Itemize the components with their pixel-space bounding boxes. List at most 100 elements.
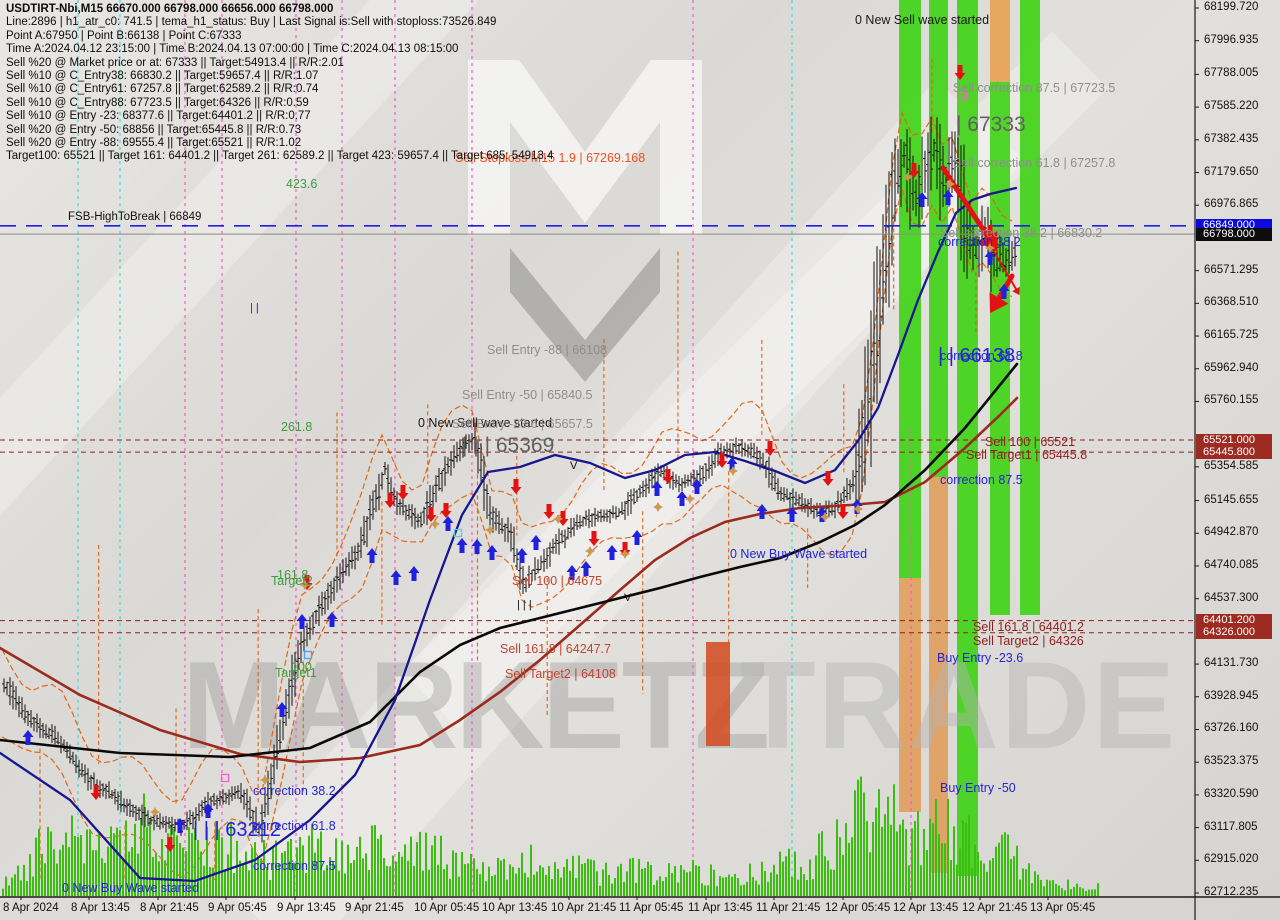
sell-arrow-icon xyxy=(90,785,102,800)
buy-arrow-icon xyxy=(530,535,542,550)
time-tick-label: 8 Apr 2024 xyxy=(3,902,59,914)
stripe-zone-green xyxy=(990,82,1010,615)
time-tick-label: 9 Apr 21:45 xyxy=(345,902,404,914)
watermark-text-right: TRADE xyxy=(740,637,1177,775)
buy-arrow-icon xyxy=(580,561,592,576)
time-tick-label: 12 Apr 21:45 xyxy=(962,902,1028,914)
stripe-zone-green xyxy=(1020,0,1040,615)
buy-arrow-icon xyxy=(296,614,308,629)
sell-arrow-icon xyxy=(164,837,176,852)
price-tick-label: 63320.590 xyxy=(1204,787,1259,800)
price-axis[interactable]: 68199.720 67996.935 67788.005 67585.220 6738… xyxy=(1196,0,1280,898)
time-tick-label: 8 Apr 21:45 xyxy=(140,902,199,914)
star-icon xyxy=(260,775,270,785)
star-icon xyxy=(728,466,738,476)
sell-arrow-icon xyxy=(397,485,409,500)
price-tick-label: 67382.435 xyxy=(1204,132,1259,145)
price-tick-label: 64537.300 xyxy=(1204,591,1259,604)
buy-arrow-icon xyxy=(276,702,288,717)
buy-arrow-icon xyxy=(786,507,798,522)
buy-arrow-icon xyxy=(366,548,378,563)
time-tick-label: 11 Apr 13:45 xyxy=(688,902,753,914)
logo-m-icon xyxy=(468,60,702,235)
envelope-line-lower xyxy=(1,186,1013,879)
sell-arrow-icon xyxy=(588,531,600,546)
buy-arrow-icon xyxy=(390,570,402,585)
buy-arrow-icon xyxy=(326,612,338,627)
buy-arrow-icon xyxy=(516,548,528,563)
buy-arrow-icon xyxy=(456,538,468,553)
time-tick-label: 10 Apr 13:45 xyxy=(482,902,548,914)
bg-streak xyxy=(401,31,1109,729)
star-icon xyxy=(820,512,830,522)
price-tick-label: 67996.935 xyxy=(1204,33,1259,46)
time-tick-label: 10 Apr 21:45 xyxy=(551,902,617,914)
sell-arrow-icon xyxy=(662,469,674,484)
stripe-zone-green xyxy=(957,0,978,876)
sell-arrow-icon xyxy=(557,511,569,526)
price-badge: 66798.000 xyxy=(1196,227,1272,241)
star-icon xyxy=(585,546,595,556)
star-icon xyxy=(485,525,495,535)
price-tick-label: 64942.870 xyxy=(1204,526,1259,539)
price-badge: 64326.000 xyxy=(1196,626,1272,640)
sell-arrow-icon xyxy=(908,163,920,178)
star-icon xyxy=(620,549,630,559)
ma-line-maroon xyxy=(0,396,1019,764)
buy-arrow-icon xyxy=(676,491,688,506)
buy-arrow-icon xyxy=(916,192,928,207)
star-icon xyxy=(853,504,863,514)
stripe-zone-green xyxy=(929,0,948,477)
stripe-zone-orange xyxy=(990,0,1010,82)
buy-arrow-icon xyxy=(471,539,483,554)
sell-arrow-icon xyxy=(764,441,776,456)
price-tick-label: 63726.160 xyxy=(1204,722,1259,735)
time-tick-label: 8 Apr 13:45 xyxy=(71,902,130,914)
sell-arrow-icon xyxy=(543,504,555,519)
buy-arrow-icon xyxy=(726,457,738,472)
price-tick-label: 63928.945 xyxy=(1204,689,1259,702)
time-tick-label: 12 Apr 05:45 xyxy=(825,902,891,914)
price-tick-label: 67179.650 xyxy=(1204,165,1259,178)
trend-arrow-icon xyxy=(940,165,991,240)
trend-arrowhead-icon xyxy=(989,292,1009,314)
time-axis[interactable]: 8 Apr 2024 8 Apr 13:45 8 Apr 21:45 9 Apr 05… xyxy=(0,897,1280,920)
time-tick-label: 10 Apr 05:45 xyxy=(414,902,480,914)
buy-arrow-icon xyxy=(442,516,454,531)
buy-arrow-icon xyxy=(408,566,420,581)
marker-square-icon xyxy=(303,650,313,660)
buy-arrow-icon xyxy=(566,565,578,580)
buy-arrow-icon xyxy=(606,545,618,560)
buy-arrow-icon xyxy=(691,479,703,494)
buy-arrow-icon xyxy=(998,284,1010,299)
time-tick-label: 11 Apr 21:45 xyxy=(756,902,821,914)
buy-arrow-icon xyxy=(984,250,996,265)
buy-arrow-icon xyxy=(174,818,186,833)
price-tick-label: 66165.725 xyxy=(1204,329,1259,342)
star-icon xyxy=(653,502,663,512)
sell-arrow-icon xyxy=(440,503,452,518)
star-icon xyxy=(553,514,563,524)
price-tick-label: 66368.510 xyxy=(1204,296,1259,309)
sell-arrow-icon xyxy=(984,225,996,240)
ma-line-navy xyxy=(0,186,1018,883)
sell-arrow-icon xyxy=(510,479,522,494)
price-tick-label: 67788.005 xyxy=(1204,67,1259,80)
price-badge: 65521.000 xyxy=(1196,433,1272,447)
time-tick-label: 12 Apr 13:45 xyxy=(893,902,959,914)
time-tick-label: 9 Apr 13:45 xyxy=(277,902,336,914)
star-icon xyxy=(685,494,695,504)
sell-arrow-icon xyxy=(954,65,966,80)
star-icon xyxy=(430,519,440,529)
time-tick-label: 11 Apr 05:45 xyxy=(619,902,684,914)
star-icon xyxy=(945,179,955,189)
buy-arrow-icon xyxy=(942,190,954,205)
time-tick-label: 9 Apr 05:45 xyxy=(208,902,267,914)
stripe-zone-tan xyxy=(929,477,948,873)
sell-arrow-icon xyxy=(384,493,396,508)
watermark-divider xyxy=(706,642,730,746)
price-tick-label: 68199.720 xyxy=(1204,1,1259,13)
stripe-zone-tan xyxy=(899,578,921,812)
